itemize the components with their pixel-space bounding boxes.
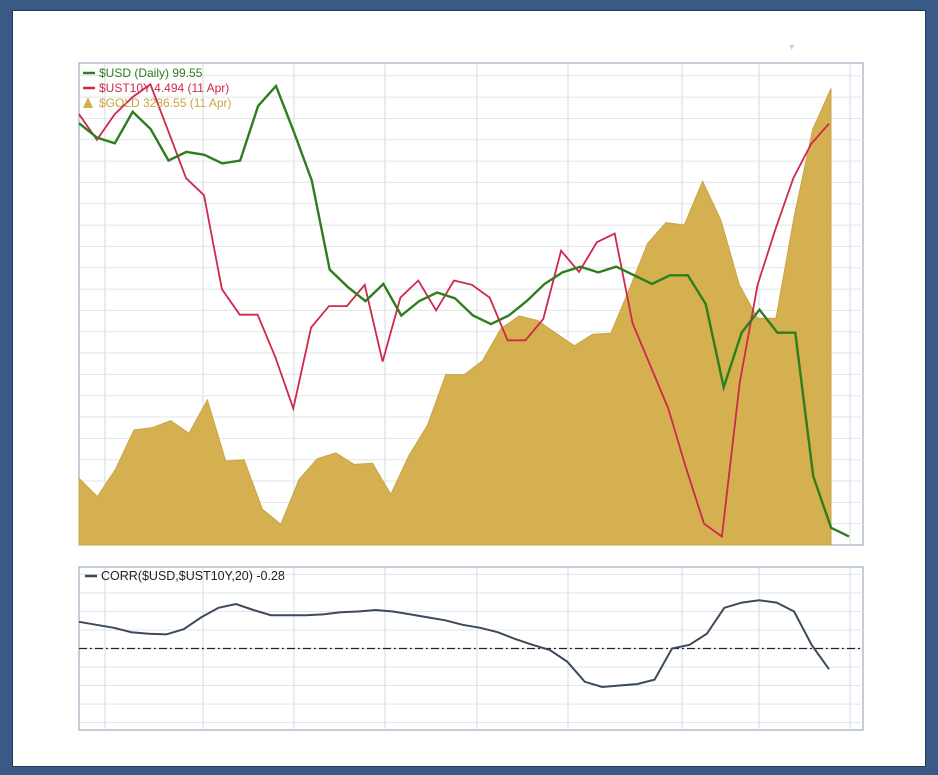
- left-axis-tick-label: 4.500: [43, 111, 73, 125]
- right-axis-tick-label: 107.5: [869, 67, 899, 81]
- usd-line: [78, 83, 850, 538]
- left-axis-tick-label: 4.100: [43, 453, 73, 467]
- right-axis-tick-label: 103.5: [869, 297, 899, 311]
- instrument-name: US Dollar - Cash Settle: [130, 16, 275, 32]
- title-bar: $USD US Dollar - Cash Settle FOREX: [78, 14, 322, 34]
- x-axis-tick-label: 10: [378, 548, 392, 562]
- right-axis-tick-label: 100.0: [869, 498, 899, 512]
- chg-value: -0.21 (-0.21%): [693, 37, 784, 53]
- ust10y-line: [78, 82, 830, 539]
- open-value: 99.91: [375, 37, 411, 53]
- right-axis-tick-label: 99.5: [869, 527, 893, 541]
- legend-label: $UST10Y 4.494 (11 Apr): [99, 81, 229, 95]
- x-axis-tick-label: 14: [843, 548, 857, 562]
- left-axis-tick-label: 4.550: [43, 69, 73, 83]
- corr-axis-tick-label: 0.00: [869, 642, 893, 656]
- x-axis-tick-label: 7: [756, 548, 763, 562]
- left-axis-tick-label: 4.400: [43, 197, 73, 211]
- open-label: Open: [336, 37, 372, 53]
- left-axis-tick-label: 4.450: [43, 154, 73, 168]
- last-value: 99.55: [617, 37, 653, 53]
- right-axis-tick-label: 104.0: [869, 268, 899, 282]
- corr-axis-tick-label: 0.75: [869, 586, 893, 600]
- brand-link[interactable]: ©StockCharts.com: [726, 16, 843, 32]
- chg-dropdown-icon[interactable]: ▼: [787, 42, 797, 52]
- corr-axis-tick-label: 0.50: [869, 604, 893, 618]
- corr-x-axis-tick-label: Mar: [284, 733, 305, 747]
- symbol-title: $USD: [78, 14, 124, 33]
- x-axis-tick-label: 17: [470, 548, 484, 562]
- quote-line: Open 99.91 High 100.16 Low 99.21 Last 99…: [336, 37, 796, 53]
- chart-frame: 4.025 4.050 4.075 4.100 4.125 4.150 4.175 4.200…: [12, 10, 926, 767]
- corr-axis-tick-label: -0.75: [869, 697, 897, 711]
- left-axis-tick-label: 4.025: [43, 517, 73, 531]
- left-axis-tick-label: 4.325: [43, 261, 73, 275]
- chg-label: Chg: [662, 37, 690, 53]
- high-value: 100.16: [455, 37, 499, 53]
- high-label: High: [420, 37, 452, 53]
- right-axis-tick-label: 107.0: [869, 96, 899, 110]
- x-axis-tick-label: 17: [98, 548, 112, 562]
- left-axis-tick-label: 4.300: [43, 282, 73, 296]
- left-axis-tick-label: 4.350: [43, 239, 73, 253]
- x-axis-tick-label: Mar: [284, 548, 305, 562]
- left-axis-tick-label: 4.525: [43, 90, 73, 104]
- low-label: Low: [508, 37, 537, 53]
- corr-x-axis-tick-label: 14: [843, 733, 857, 747]
- right-axis-tick-label: 101.5: [869, 412, 899, 426]
- corr-x-axis-tick-label: Apr: [673, 733, 692, 747]
- corr-axis-tick-label: 0.25: [869, 623, 893, 637]
- right-axis-tick-label: 106.5: [869, 125, 899, 139]
- corr-legend-label: CORR($USD,$UST10Y,20) -0.28: [101, 569, 285, 583]
- corr-axis-tick-label: -0.50: [869, 679, 897, 693]
- corr-axis-tick-label: -0.25: [869, 660, 897, 674]
- right-axis-tick-label: 102.0: [869, 383, 899, 397]
- right-axis-tick-label: 100.5: [869, 469, 899, 483]
- left-axis-tick-label: 4.075: [43, 474, 73, 488]
- right-axis-tick-label: 106.0: [869, 154, 899, 168]
- right-axis-tick-label: 101.0: [869, 440, 899, 454]
- left-axis-tick-label: 4.375: [43, 218, 73, 232]
- legend-label: $USD (Daily) 99.55: [99, 66, 203, 80]
- chart-canvas: 4.025 4.050 4.075 4.100 4.125 4.150 4.175 4.200…: [43, 62, 899, 747]
- left-axis-tick-label: 4.225: [43, 346, 73, 360]
- price-plot: [78, 63, 863, 546]
- legend-swatch-gold: [83, 97, 93, 108]
- low-value: 99.21: [540, 37, 576, 53]
- left-axis-tick-label: 4.250: [43, 325, 73, 339]
- left-axis-tick-label: 4.475: [43, 133, 73, 147]
- x-axis-tick-label: 24: [561, 548, 575, 562]
- corr-x-axis-tick-label: 7: [756, 733, 763, 747]
- corr-x-axis-tick-label: 24: [561, 733, 575, 747]
- left-axis-tick-label: 4.175: [43, 389, 73, 403]
- corr-plot: [78, 567, 863, 730]
- left-axis-tick-label: 4.150: [43, 410, 73, 424]
- left-axis-tick-label: 4.275: [43, 303, 73, 317]
- last-label: Last: [585, 37, 614, 53]
- corr-axis-tick-label: 1.00: [869, 567, 893, 581]
- right-axis-tick-label: 105.0: [869, 211, 899, 225]
- right-axis-tick-label: 104.5: [869, 240, 899, 254]
- corr-x-axis-tick-label: 17: [98, 733, 112, 747]
- corr-axis-tick-label: -1.00: [869, 716, 897, 730]
- exchange-name: FOREX: [280, 18, 323, 32]
- corr-x-axis-tick-label: 24: [196, 733, 210, 747]
- left-axis-tick-label: 4.425: [43, 175, 73, 189]
- timestamp: 14-Apr-2025 3:50pm: [78, 37, 198, 52]
- left-axis-tick-label: 4.200: [43, 367, 73, 381]
- left-axis-tick-label: 4.050: [43, 495, 73, 509]
- corr-line: [78, 599, 830, 689]
- gold-area: [78, 88, 832, 546]
- left-axis-tick-label: 4.125: [43, 431, 73, 445]
- x-axis-tick-label: Apr: [673, 548, 692, 562]
- legend-label: $GOLD 3236.55 (11 Apr): [99, 96, 232, 110]
- right-axis-tick-label: 103.0: [869, 326, 899, 340]
- corr-x-axis-tick-label: 17: [470, 733, 484, 747]
- x-axis-tick-label: 24: [196, 548, 210, 562]
- right-axis-tick-label: 102.5: [869, 354, 899, 368]
- corr-x-axis-tick-label: 10: [378, 733, 392, 747]
- right-axis-tick-label: 105.5: [869, 182, 899, 196]
